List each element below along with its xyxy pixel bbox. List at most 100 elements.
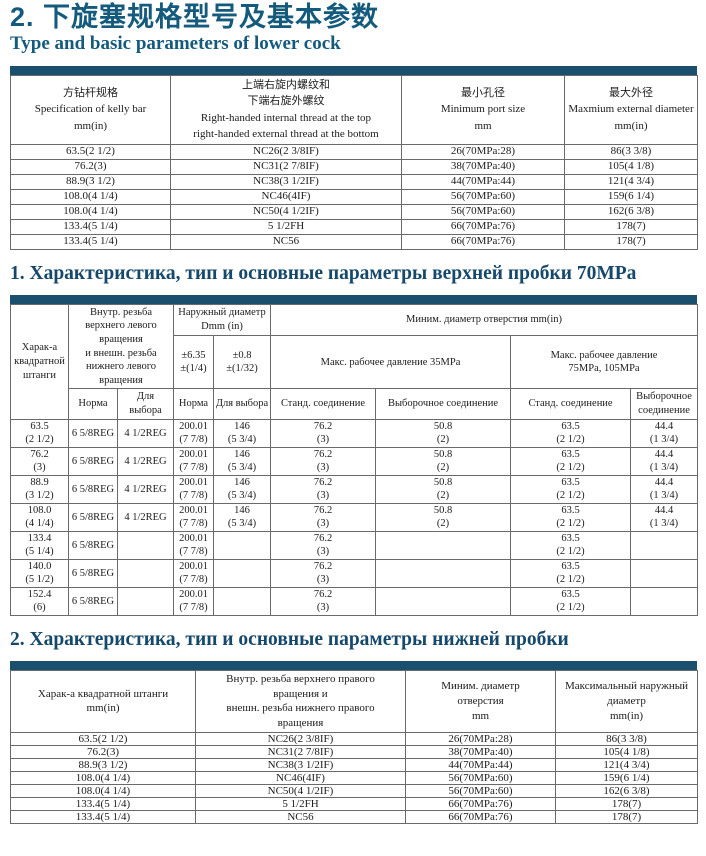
table-row: 76.2(3) NC31(2 7/8IF) 38(70MPa:40) 105(4 1/… <box>10 158 698 175</box>
table-cell: 63.5 (2 1/2) <box>510 474 632 504</box>
table-cell: NC26(2 3/8IF) <box>195 732 406 747</box>
column-header-norm-thread: Норма <box>68 388 118 420</box>
table-cell: 63.5 (2 1/2) <box>510 418 632 448</box>
table-cell: 50.8 (2) <box>375 418 512 448</box>
table-cell: 76.2 (3) <box>270 418 377 448</box>
table-cell: 38(70MPa:40) <box>401 158 565 175</box>
table-cell: 6 5/8REG <box>68 586 118 616</box>
table-cell <box>212 530 272 560</box>
table-cell: 76.2 (3) <box>270 530 377 560</box>
table-cell <box>630 558 699 588</box>
table-cell: 76.2 (3) <box>270 558 377 588</box>
table-row: 133.4(5 1/4) NC56 66(70MPa:76) 178(7) <box>10 810 698 825</box>
table2-top-bar <box>10 294 697 304</box>
table-cell: 159(6 1/4) <box>564 188 698 205</box>
table-cell: 50.8 (2) <box>375 474 512 504</box>
table-cell: 44.4 (1 3/4) <box>630 446 699 476</box>
column-group-outer-diameter: Наружный диаметр Dmm (in) <box>172 303 272 337</box>
table-row: 108.0(4 1/4) NC46(4IF) 56(70MPa:60) 159(6 1… <box>10 188 698 205</box>
column-header-kelly-square: Харак-а квадратной штанги <box>10 303 69 420</box>
table-cell: 4 1/2REG <box>117 474 174 504</box>
table-cell: 63.5 (2 1/2) <box>510 586 632 616</box>
table-cell: 6 5/8REG <box>68 446 118 476</box>
table-cell: 133.4(5 1/4) <box>10 810 196 825</box>
table-cell: 76.2(3) <box>10 745 196 760</box>
table-cell: 178(7) <box>555 810 698 825</box>
table-cell: 88.9(3 1/2) <box>10 173 171 190</box>
table-cell: 66(70MPa:76) <box>405 797 556 812</box>
table-cell: NC50(4 1/2IF) <box>170 203 402 220</box>
section-heading-lower-cock: 2. Характеристика, тип и основные параме… <box>10 628 569 650</box>
table-cell: 200.01 (7 7/8) <box>173 474 214 504</box>
table-cell: 26(70MPa:28) <box>405 732 556 747</box>
table-cell: 63.5 (2 1/2) <box>510 502 632 532</box>
column-header-thread: 上端右旋内螺纹和 下端右旋外螺纹 Right-handed internal t… <box>170 74 402 145</box>
table-cell: 44.4 (1 3/4) <box>630 502 699 532</box>
table-cell: NC46(4IF) <box>170 188 402 205</box>
table-cell: 108.0(4 1/4) <box>10 188 171 205</box>
column-group-left-thread: Внутр. резьба верхнего левого вращения и… <box>68 303 174 390</box>
table-cell: 4 1/2REG <box>117 446 174 476</box>
column-header-tolerance-635: ±6.35 ±(1/4) <box>173 335 214 390</box>
table-cell: 38(70MPa:40) <box>405 745 556 760</box>
table-cell: 6 5/8REG <box>68 530 118 560</box>
table-cell: 5 1/2FH <box>195 797 406 812</box>
table-cell: 146 (5 3/4) <box>212 446 272 476</box>
table-row: 133.4(5 1/4) 5 1/2FH 66(70MPa:76) 178(7) <box>10 797 698 812</box>
column-header-tolerance-08: ±0.8 ±(1/32) <box>212 335 272 390</box>
column-header-norm-od: Норма <box>173 388 214 420</box>
table-row: 76.2(3) NC31(2 7/8IF) 38(70MPa:40) 105(4 1/… <box>10 745 698 760</box>
table-cell <box>630 586 699 616</box>
table-cell: NC56 <box>170 233 402 250</box>
table-cell: 108.0(4 1/4) <box>10 784 196 799</box>
table-cell: 88.9(3 1/2) <box>10 758 196 773</box>
table-row: 63.5(2 1/2) NC26(2 3/8IF) 26(70MPa:28) 86(3… <box>10 732 698 747</box>
table-cell: NC26(2 3/8IF) <box>170 143 402 160</box>
page-title-chinese: 2. 下旋塞规格型号及基本参数 <box>10 2 380 32</box>
table-cell: 105(4 1/8) <box>555 745 698 760</box>
table3-header-row: Харак-а квадратной штанги mm(in) Внутр. … <box>10 669 698 734</box>
table-cell: 146 (5 3/4) <box>212 502 272 532</box>
table-cell <box>375 530 512 560</box>
table-upper-cock-parameters: Харак-а квадратной штанги Внутр. резьба … <box>10 303 699 616</box>
table-cell: 44(70MPa:44) <box>405 758 556 773</box>
column-header-max-external-diameter: 最大外径 Maxmium external diameter mm(in) <box>564 74 698 145</box>
table-cell: 6 5/8REG <box>68 418 118 448</box>
table-row: 63.5(2 1/2) NC26(2 3/8IF) 26(70MPa:28) 86(3… <box>10 143 698 160</box>
table-cell: 44.4 (1 3/4) <box>630 418 699 448</box>
table-cell: 200.01 (7 7/8) <box>173 446 214 476</box>
table-cell: 63.5(2 1/2) <box>10 732 196 747</box>
table-cell: 178(7) <box>564 218 698 235</box>
table-cell: NC56 <box>195 810 406 825</box>
table-row: 108.0 (4 1/4) 6 5/8REG 4 1/2REG 200.01 (7 7… <box>10 502 699 532</box>
table-cell: 140.0 (5 1/2) <box>10 558 69 588</box>
table-cell: 105(4 1/8) <box>564 158 698 175</box>
column-header-selective-connection-35: Выборочное соединение <box>375 388 512 420</box>
table-cell: 26(70MPa:28) <box>401 143 565 160</box>
table-cell: 63.5 (2 1/2) <box>10 418 69 448</box>
table-cell: 200.01 (7 7/8) <box>173 586 214 616</box>
table-cell: NC38(3 1/2IF) <box>170 173 402 190</box>
table-cell: 56(70MPa:60) <box>405 784 556 799</box>
table-cell: 4 1/2REG <box>117 502 174 532</box>
column-header-max-outer-diameter-ru: Максимальный наружный диаметр mm(in) <box>555 669 698 734</box>
table-row: 140.0 (5 1/2) 6 5/8REG 200.01 (7 7/8) 76.2 … <box>10 558 699 588</box>
table2-header-row-3: Норма Для выбора Норма Для выбора Станд.… <box>11 388 699 420</box>
table-cell: 178(7) <box>555 797 698 812</box>
table-cell: 5 1/2FH <box>170 218 402 235</box>
table-cell: 121(4 3/4) <box>555 758 698 773</box>
column-group-min-bore-diameter: Миним. диаметр отверстия mm(in) <box>270 303 699 337</box>
table-cell: 76.2 (3) <box>10 446 69 476</box>
table-cell: 76.2 (3) <box>270 446 377 476</box>
column-group-pressure-35mpa: Макс. рабочее давление 35MPa <box>270 335 512 390</box>
table-row: 76.2 (3) 6 5/8REG 4 1/2REG 200.01 (7 7/8) 14… <box>10 446 699 476</box>
table2-header-row-2: ±6.35 ±(1/4) ±0.8 ±(1/32) Макс. рабочее … <box>11 335 699 390</box>
column-header-standard-connection-35: Станд. соединение <box>270 388 377 420</box>
section-heading-upper-cock: 1. Характеристика, тип и основные параме… <box>10 262 637 284</box>
table-cell: 200.01 (7 7/8) <box>173 558 214 588</box>
table-cell: 88.9 (3 1/2) <box>10 474 69 504</box>
table-cell: NC31(2 7/8IF) <box>170 158 402 175</box>
table-cell: 76.2 (3) <box>270 502 377 532</box>
column-header-right-thread-ru: Внутр. резьба верхнего правого вращения … <box>195 669 406 734</box>
table-cell: 159(6 1/4) <box>555 771 698 786</box>
